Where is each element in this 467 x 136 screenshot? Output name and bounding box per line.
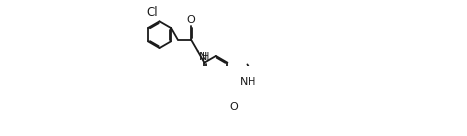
Text: N: N [240,77,248,86]
Text: H: H [201,52,209,62]
Text: N: N [198,52,207,62]
Text: O: O [187,15,195,25]
Text: O: O [230,102,239,112]
Text: H: H [248,77,255,86]
Text: Cl: Cl [147,6,158,19]
